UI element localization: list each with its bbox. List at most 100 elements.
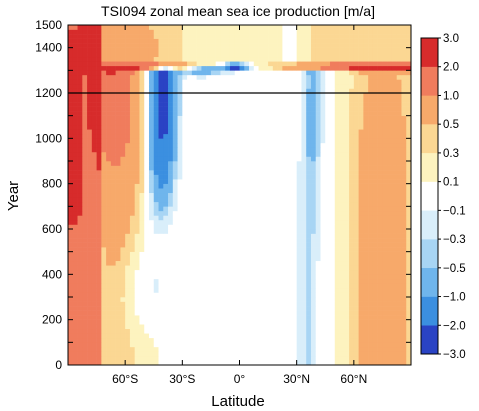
heatmap-cell [196,328,202,334]
heatmap-cell [244,142,250,148]
heatmap-cell [234,337,240,343]
heatmap-cell [263,133,269,139]
heatmap-cell [91,287,97,293]
heatmap-cell [382,224,388,230]
heatmap-cell [96,219,102,225]
heatmap-cell [163,210,169,216]
heatmap-cell [339,120,345,126]
heatmap-cell [163,147,169,153]
heatmap-cell [220,229,226,234]
heatmap-cell [310,133,317,139]
heatmap-cell [82,260,88,266]
heatmap-cell [296,346,302,352]
heatmap-cell [115,337,121,343]
heatmap-cell [220,70,226,76]
heatmap-cell [306,351,312,357]
heatmap-cell [344,251,350,257]
heatmap-cell [87,351,93,357]
heatmap-cell [201,206,207,212]
heatmap-cell [272,256,278,262]
heatmap-cell [172,301,178,307]
heatmap-cell [234,242,240,248]
heatmap-cell [401,106,407,112]
heatmap-cell [68,233,74,239]
heatmap-cell [191,174,197,180]
heatmap-cell [172,179,178,184]
heatmap-cell [139,219,145,225]
heatmap-cell [253,265,259,271]
heatmap-cell [310,210,317,216]
heatmap-cell [334,215,340,221]
heatmap-cell [253,206,259,212]
heatmap-cell [182,192,188,198]
heatmap-cell [372,360,378,366]
heatmap-cell [306,274,312,280]
heatmap-cell [68,93,74,98]
heatmap-cell [96,83,102,89]
heatmap-cell [177,210,183,216]
heatmap-cell [172,129,178,135]
heatmap-cell [382,151,388,157]
heatmap-cell [215,278,221,284]
heatmap-cell [215,337,221,343]
heatmap-cell [306,265,312,271]
heatmap-cell [315,61,321,67]
heatmap-cell [387,83,393,89]
heatmap-cell [82,124,88,130]
heatmap-cell [206,106,212,112]
heatmap-cell [296,328,302,334]
heatmap-cell [339,133,345,139]
heatmap-cell [249,74,255,80]
heatmap-cell [144,129,150,135]
heatmap-cell [306,102,312,107]
heatmap-cell [125,88,131,94]
heatmap-cell [120,278,126,284]
heatmap-cell [344,337,350,343]
heatmap-cell [306,287,312,293]
heatmap-cell [263,229,269,234]
heatmap-cell [148,192,155,198]
heatmap-cell [148,170,155,175]
heatmap-cell [96,242,102,248]
heatmap-cell [172,319,178,325]
heatmap-cell [239,102,245,107]
heatmap-cell [168,287,174,293]
heatmap-cell [382,274,388,280]
heatmap-cell [87,328,93,334]
heatmap-cell [139,170,145,175]
heatmap-cell [201,238,207,243]
heatmap-cell [391,269,397,275]
heatmap-cell [282,310,288,316]
heatmap-cell [277,79,283,85]
heatmap-cell [115,106,121,112]
heatmap-cell [249,346,255,352]
heatmap-cell [229,142,236,148]
heatmap-cell [168,170,174,175]
heatmap-cell [306,219,312,225]
heatmap-cell [244,274,250,280]
heatmap-cell [129,269,135,275]
heatmap-cell [315,88,321,94]
heatmap-cell [115,52,121,58]
heatmap-cell [139,165,145,171]
heatmap-cell [87,156,93,162]
heatmap-cell [277,278,283,284]
heatmap-cell [391,83,397,89]
heatmap-cell [206,156,212,162]
heatmap-cell [320,310,326,316]
heatmap-cell [258,278,264,284]
heatmap-cell [291,65,297,71]
heatmap-cell [268,346,274,352]
heatmap-cell [287,52,293,58]
heatmap-cell [196,70,202,76]
heatmap-cell [363,179,369,184]
heatmap-cell [372,70,378,76]
heatmap-cell [196,278,202,284]
heatmap-cell [377,97,383,103]
heatmap-cell [234,206,240,212]
heatmap-cell [220,156,226,162]
heatmap-cell [177,351,183,357]
heatmap-cell [306,238,312,243]
heatmap-cell [234,215,240,221]
heatmap-cell [129,174,135,180]
